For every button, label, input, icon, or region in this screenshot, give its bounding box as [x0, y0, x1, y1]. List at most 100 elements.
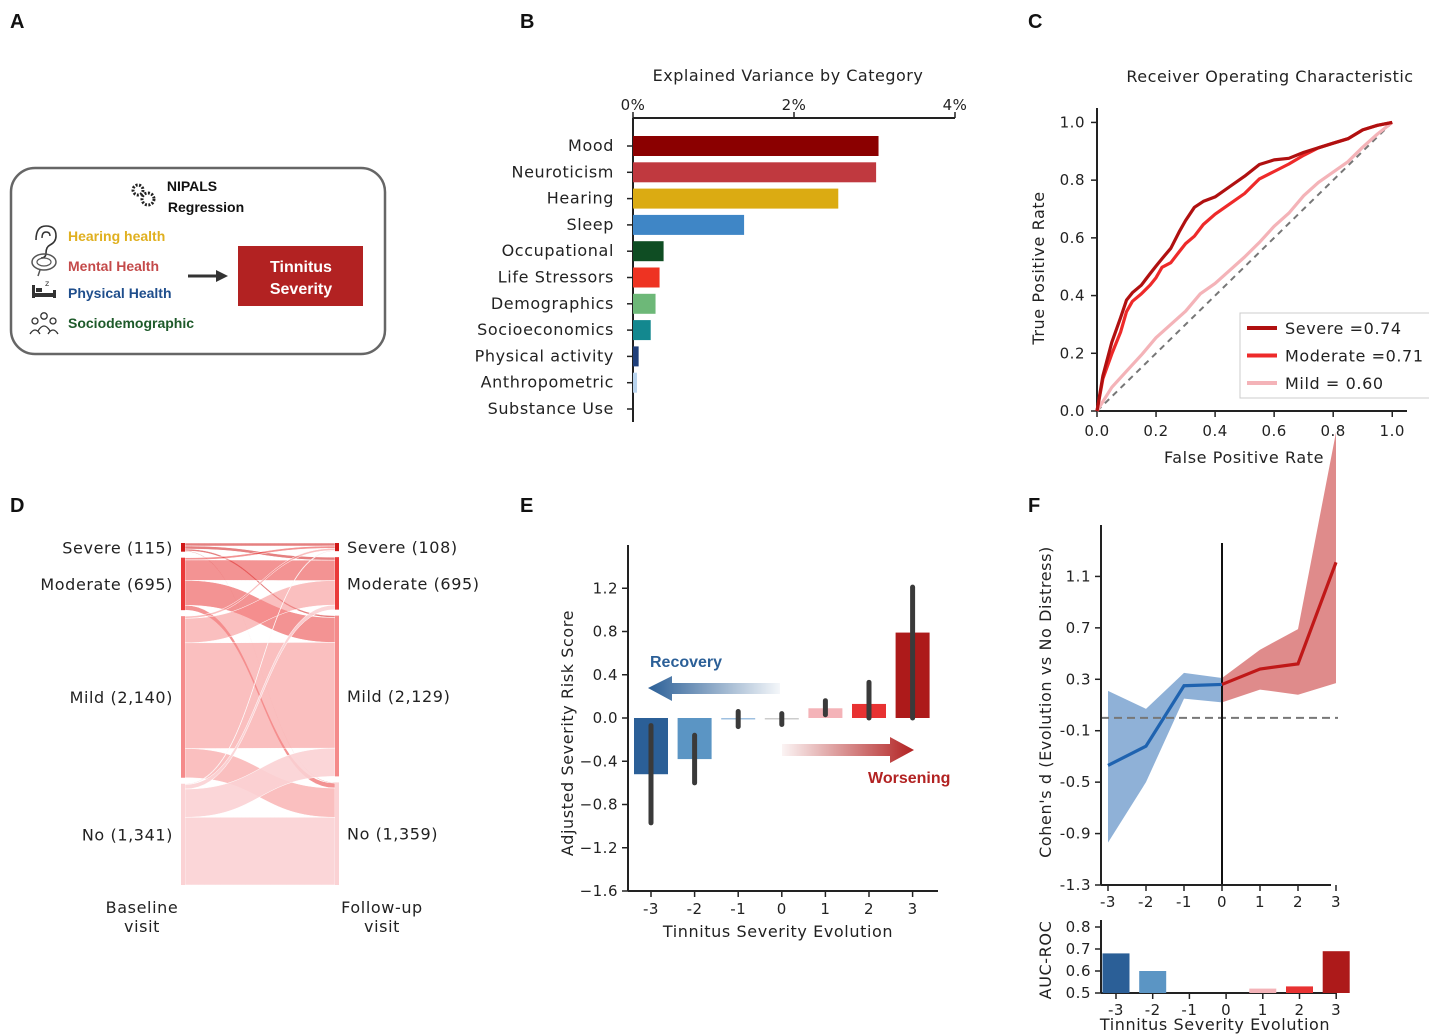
tinnitus-severity-box	[238, 246, 363, 306]
panel-f-auc-x-tick-label: 1	[1258, 1001, 1268, 1019]
panel-f-auc-ylabel: AUC-ROC	[1036, 921, 1055, 1000]
panel-f-auc-bar	[1286, 986, 1313, 993]
panel-e-worsening-label: Worsening	[868, 770, 950, 787]
panel-c-x-tick-label: 0.2	[1143, 422, 1168, 440]
svg-text:z: z	[45, 279, 49, 288]
panel-e-y-tick-label: −1.2	[580, 839, 618, 857]
gears-icon	[131, 183, 156, 207]
panel-label-d: D	[10, 495, 24, 517]
panel-e-y-tick-label: −1.6	[580, 882, 618, 900]
panel-d-left-node	[181, 557, 185, 611]
panel-b-bar	[633, 241, 664, 262]
panel-b-bar	[633, 162, 877, 183]
panel-d-sankey: Baseline visit Follow-up visit Severe (1…	[40, 538, 479, 936]
panel-b-category-label: Hearing	[547, 189, 614, 208]
panel-b-category-label: Socioeconomics	[477, 320, 614, 339]
panel-f-y-tick-label: -0.9	[1060, 825, 1091, 843]
panel-f-auc-x-tick-label: -1	[1181, 1001, 1197, 1019]
panel-b-bar	[633, 188, 839, 209]
panel-c-x-tick-label: 0.0	[1084, 422, 1109, 440]
panel-b-category-label: Neuroticism	[512, 162, 614, 181]
regression-title: Regression	[168, 199, 244, 215]
panel-d-flow	[184, 550, 336, 785]
panel-d-left-node-label: No (1,341)	[82, 825, 173, 844]
panel-e-y-tick-label: 0.0	[593, 709, 618, 727]
panel-b-category-label: Physical activity	[475, 346, 614, 365]
panel-b-category-label: Occupational	[502, 241, 614, 260]
panel-d-flow	[184, 817, 336, 886]
panel-c-roc-line	[1095, 120, 1393, 412]
baseline-label-1: Baseline	[106, 898, 179, 917]
panel-f-auc-bar	[1102, 953, 1130, 993]
panel-b-bar	[633, 214, 745, 235]
panel-c-x-tick-label: 0.8	[1321, 422, 1346, 440]
panel-d-right-node	[335, 615, 339, 777]
panel-f-y-tick-label: -0.1	[1060, 722, 1091, 740]
panel-f-auc-x-tick-label: 3	[1331, 1001, 1341, 1019]
target-line1: Tinnitus	[270, 259, 332, 276]
panel-e-xlabel: Tinnitus Severity Evolution	[662, 922, 893, 941]
panel-c-x-tick-label: 1.0	[1380, 422, 1405, 440]
panel-d-left-node	[181, 543, 185, 552]
panel-f-x-tick-label: 0	[1217, 893, 1227, 911]
hearing-health-label: Hearing health	[68, 228, 165, 244]
panel-d-left-node-label: Moderate (695)	[40, 575, 173, 594]
panel-e-x-tick-label: 3	[908, 900, 918, 918]
panel-c-legend-label: Moderate =0.71	[1285, 347, 1424, 366]
panel-b-category-label: Mood	[568, 136, 614, 155]
panel-b-chart: Explained Variance by Category 0% 2% 4% Moo…	[475, 66, 968, 422]
panel-c-xlabel: False Positive Rate	[1164, 448, 1324, 467]
panel-c-y-tick-label: 0.2	[1060, 344, 1085, 362]
panel-c-legend-label: Severe =0.74	[1285, 319, 1402, 338]
panel-c-x-tick-label: 0.6	[1261, 422, 1286, 440]
panel-f-x-tick-label: 1	[1255, 893, 1265, 911]
model-box	[9, 166, 387, 356]
panel-f-y-tick-label: 0.7	[1066, 619, 1091, 637]
panel-label-f: F	[1028, 495, 1040, 517]
panel-e-x-tick-label: 1	[820, 900, 830, 918]
panel-f-ci-band	[1108, 672, 1222, 843]
panel-f-x-tick-label: -3	[1100, 893, 1116, 911]
baseline-label-2: visit	[124, 917, 160, 936]
panel-e-x-tick-label: 2	[864, 900, 874, 918]
panel-b-x-tick-label: 0%	[621, 96, 646, 114]
panel-c-y-tick-label: 0.0	[1060, 402, 1085, 420]
panel-f-auc-bar	[1322, 951, 1350, 993]
panel-label-e: E	[520, 495, 533, 517]
panel-d-flow	[184, 542, 336, 547]
panel-b-category-label: Anthropometric	[481, 373, 614, 392]
panel-d-left-node-label: Mild (2,140)	[70, 688, 173, 707]
panel-d-right-node	[335, 557, 339, 610]
panel-c-y-tick-label: 0.6	[1060, 229, 1085, 247]
panel-c-chart: Receiver Operating Characteristic False …	[1029, 67, 1429, 467]
panel-f-auc-x-tick-label: 2	[1294, 1001, 1304, 1019]
panel-c-chance-line	[1096, 121, 1393, 412]
panel-b-x-tick-label: 4%	[943, 96, 968, 114]
panel-c-y-tick-label: 0.4	[1060, 287, 1085, 305]
panel-c-roc-line	[1095, 121, 1394, 412]
physical-health-label: Physical Health	[68, 285, 172, 301]
arrow-right-icon	[188, 270, 228, 282]
panel-label-c: C	[1028, 11, 1042, 33]
mental-health-label: Mental Health	[68, 258, 159, 274]
panel-f-auc-x-tick-label: -3	[1108, 1001, 1124, 1019]
panel-b-category-label: Life Stressors	[498, 268, 614, 287]
panel-e-y-tick-label: −0.4	[580, 752, 618, 770]
panel-b-title: Explained Variance by Category	[653, 66, 924, 85]
panel-e-recovery-arrow	[648, 676, 780, 701]
panel-b-category-label: Sleep	[567, 215, 614, 234]
panel-e-x-tick-label: -3	[643, 900, 659, 918]
panel-b-bar	[633, 372, 638, 393]
panel-f-auc-bar	[1249, 988, 1277, 993]
panel-b-category-label: Demographics	[491, 294, 614, 313]
sociodemographic-label: Sociodemographic	[68, 315, 194, 331]
panel-e-x-tick-label: -2	[687, 900, 703, 918]
panel-label-a: A	[10, 11, 24, 33]
panel-d-right-node	[335, 543, 339, 552]
panel-label-b: B	[520, 11, 534, 33]
panel-f-auc-y-tick-label: 0.7	[1066, 940, 1091, 958]
panel-f-x-tick-label: 3	[1331, 893, 1341, 911]
panel-e-x-tick-label: -1	[730, 900, 746, 918]
panel-c-y-tick-label: 1.0	[1060, 113, 1085, 131]
followup-label-1: Follow-up	[341, 898, 423, 917]
